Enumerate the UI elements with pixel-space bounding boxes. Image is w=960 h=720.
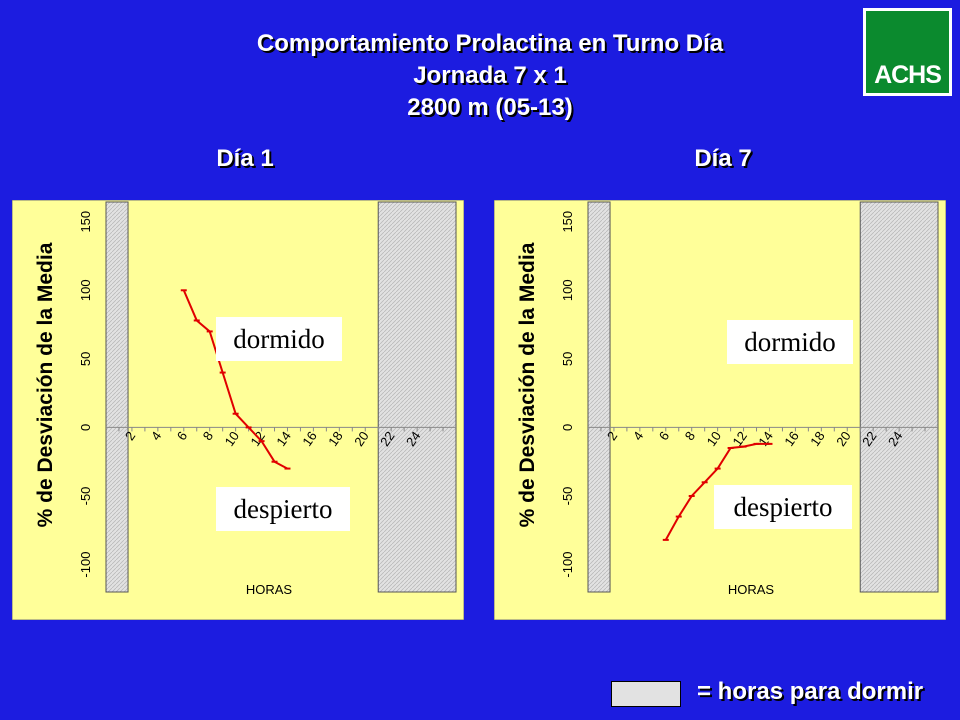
x-tick-label: 18 [325,429,346,449]
slide-title: Comportamiento Prolactina en Turno Día J… [200,28,780,124]
y-tick-label: 100 [560,279,575,301]
sleep-band [859,201,939,593]
y-tick-label: -100 [560,552,575,578]
day-label-7: Día 7 [694,145,752,172]
day-label-1: Día 1 [216,145,274,172]
title-line-3: 2800 m (05-13) [407,94,573,121]
x-axis-label: HORAS [246,582,293,597]
x-axis-label: HORAS [728,582,775,597]
chart-panel-day-1: % de Desviación de la Media -100 -50 0 50 100… [12,200,464,620]
y-axis-label: % de Desviación de la Media [516,242,539,527]
x-tick-label: 16 [781,429,802,449]
chart-svg-day-7: % de Desviación de la Media -100 -50 0 50 100… [494,200,946,620]
sleep-band [377,201,457,593]
x-tick-label: 10 [704,429,725,449]
x-tick-label: 24 [403,429,424,449]
annotation-awake: despierto [714,485,852,529]
sleep-band [587,201,611,593]
x-tick-label: 20 [833,429,854,449]
y-tick-label: 150 [78,211,93,233]
title-line-2: Jornada 7 x 1 [413,62,567,89]
x-tick-label: 22 [859,429,880,449]
y-tick-label: 100 [78,279,93,301]
annotation-asleep: dormido [727,320,853,364]
chart-svg-day-1: % de Desviación de la Media -100 -50 0 50 100… [12,200,464,620]
x-tick-label: 16 [299,429,320,449]
y-tick-label: -50 [78,487,93,506]
y-axis-label: % de Desviación de la Media [34,242,57,527]
y-tick-label: -50 [560,487,575,506]
x-tick-label: 14 [273,429,294,449]
x-tick-label: 24 [885,429,906,449]
x-tick-label: 12 [729,429,750,449]
annotation-awake: despierto [216,487,350,531]
sleep-band [105,201,129,593]
y-tick-label: 150 [560,211,575,233]
x-tick-label: 22 [377,429,398,449]
achs-logo: ACHS [863,8,952,96]
y-tick-label: -100 [78,552,93,578]
annotation-asleep: dormido [216,317,342,361]
y-tick-label: 0 [560,424,575,431]
logo-badge: ACHS [866,11,949,93]
legend-label: = horas para dormir [697,678,924,705]
x-tick-label: 20 [351,429,372,449]
x-tick-label: 18 [807,429,828,449]
chart-panel-day-7: % de Desviación de la Media -100 -50 0 50 100… [494,200,946,620]
x-tick-label: 10 [222,429,243,449]
logo-text: ACHS [874,61,942,89]
legend-swatch [611,681,681,707]
y-tick-label: 50 [560,352,575,366]
y-tick-label: 0 [78,424,93,431]
title-line-1: Comportamiento Prolactina en Turno Día [256,30,724,57]
y-tick-label: 50 [78,352,93,366]
